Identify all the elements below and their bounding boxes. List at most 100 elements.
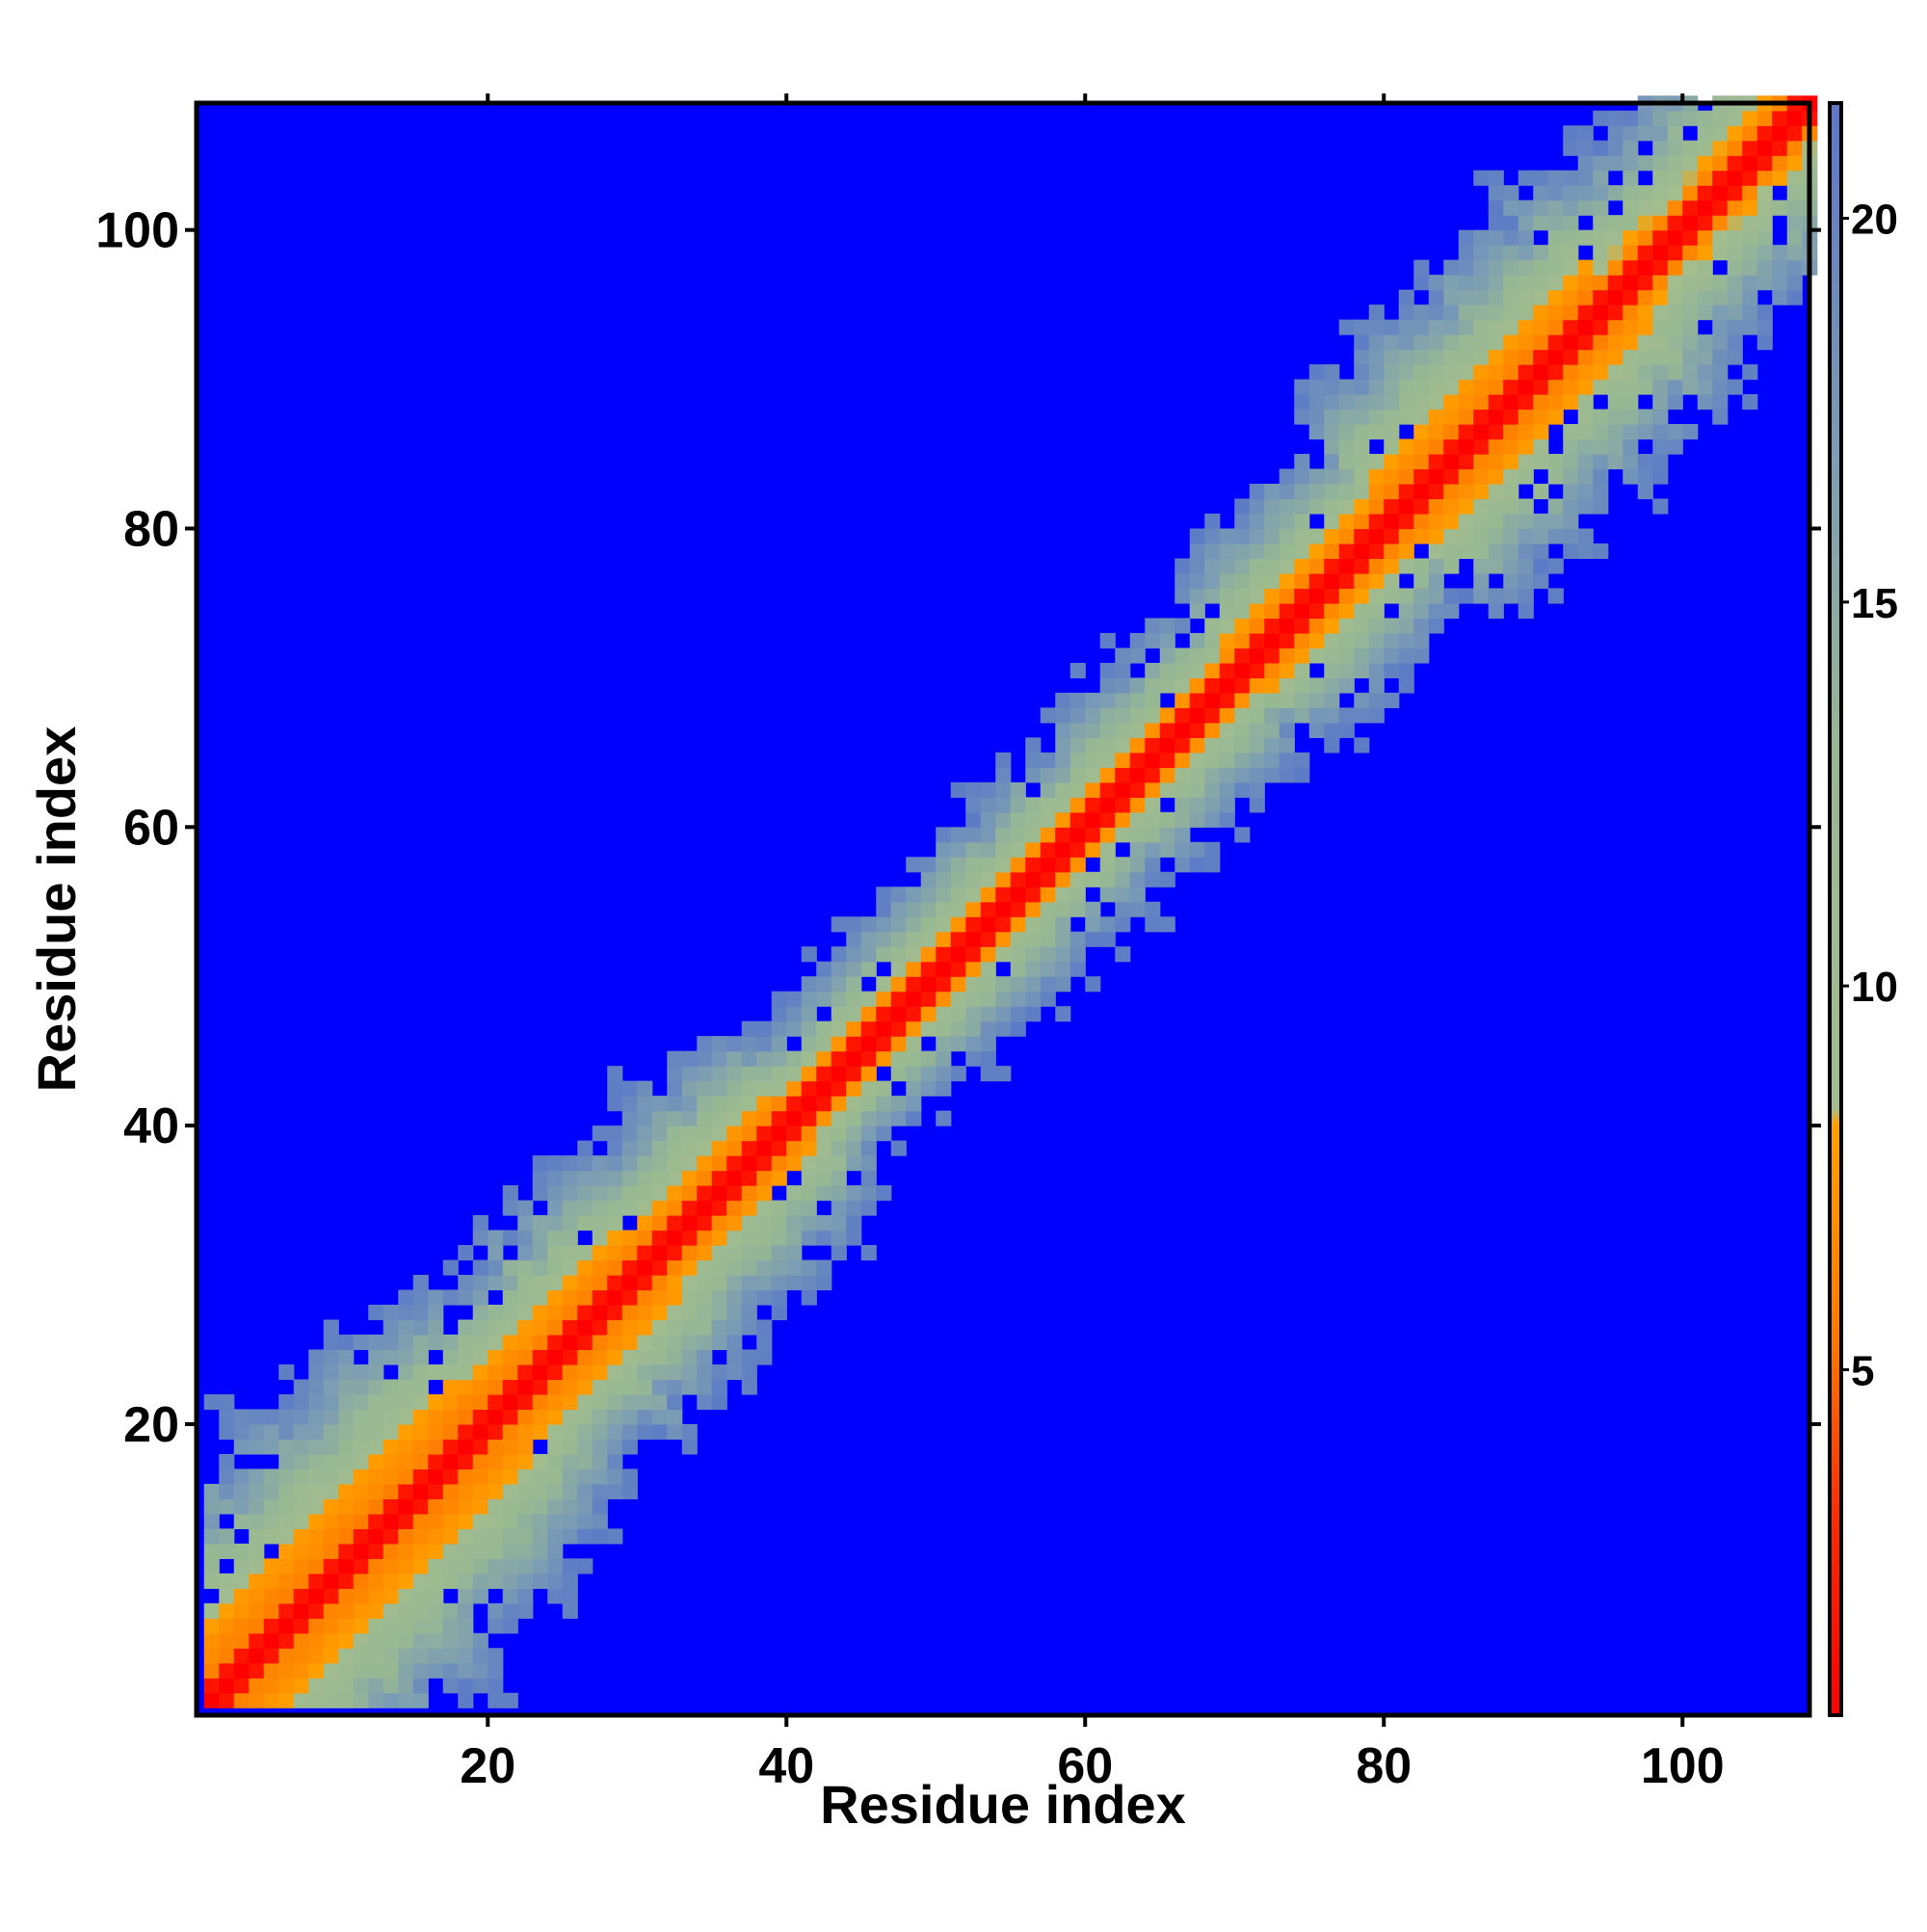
heatmap-cell — [1145, 797, 1161, 813]
heatmap-cell — [936, 1066, 952, 1082]
heatmap-cell — [517, 1319, 534, 1336]
heatmap-cell — [338, 1379, 355, 1395]
heatmap-cell — [1458, 259, 1474, 276]
heatmap-cell — [621, 1319, 638, 1336]
heatmap-cell — [607, 1125, 623, 1142]
heatmap-cell — [1577, 185, 1594, 201]
heatmap-cell — [517, 1439, 534, 1455]
heatmap-cell — [771, 1036, 787, 1052]
heatmap-cell — [562, 1259, 578, 1276]
heatmap-cell — [1697, 229, 1713, 246]
heatmap-cell — [1697, 379, 1713, 395]
heatmap-cell — [308, 1513, 325, 1529]
heatmap-cell — [1115, 797, 1131, 813]
heatmap-cell — [936, 871, 952, 887]
heatmap-cell — [562, 1469, 578, 1485]
heatmap-cell — [1099, 887, 1116, 903]
heatmap-cell — [906, 887, 922, 903]
heatmap-cell — [1623, 379, 1639, 395]
heatmap-cell — [1577, 334, 1594, 351]
heatmap-cell — [1324, 692, 1340, 708]
heatmap-cell — [1398, 304, 1414, 321]
heatmap-cell — [1443, 438, 1460, 455]
heatmap-cell — [278, 1662, 295, 1679]
heatmap-cell — [1115, 677, 1131, 694]
heatmap-cell — [502, 1379, 518, 1395]
heatmap-cell — [1742, 275, 1758, 291]
heatmap-cell — [651, 1170, 668, 1186]
heatmap-cell — [1413, 334, 1430, 351]
heatmap-cell — [517, 1558, 534, 1575]
heatmap-cell — [1697, 289, 1713, 305]
heatmap-cell — [488, 1259, 504, 1276]
heatmap-cell — [577, 1469, 594, 1485]
heatmap-cell — [1623, 454, 1639, 470]
heatmap-cell — [621, 1275, 638, 1291]
heatmap-cell — [547, 1289, 564, 1306]
heatmap-cell — [442, 1409, 459, 1425]
heatmap-cell — [697, 1259, 713, 1276]
heatmap-cell — [1324, 558, 1340, 574]
heatmap-cell — [637, 1289, 653, 1306]
heatmap-cell — [801, 1110, 817, 1126]
heatmap-cell — [428, 1423, 444, 1441]
heatmap-cell — [1667, 334, 1683, 351]
heatmap-cell — [860, 1080, 877, 1097]
heatmap-cell — [711, 1275, 727, 1291]
heatmap-cell — [1667, 259, 1683, 276]
heatmap-cell — [771, 1230, 787, 1246]
heatmap-cell — [1099, 632, 1116, 649]
heatmap-cell — [637, 1409, 653, 1425]
heatmap-cell — [577, 1393, 594, 1411]
heatmap-cell — [667, 1245, 683, 1261]
heatmap-cell — [532, 1543, 548, 1559]
heatmap-cell — [472, 1632, 488, 1649]
heatmap-cell — [906, 1080, 922, 1097]
heatmap-cell — [1428, 572, 1444, 590]
heatmap-cell — [995, 901, 1012, 917]
heatmap-cell — [1607, 334, 1623, 351]
heatmap-cell — [1473, 379, 1490, 395]
heatmap-cell — [1473, 454, 1490, 470]
heatmap-cell — [1384, 662, 1400, 678]
heatmap-cell — [1264, 558, 1280, 574]
heatmap-cell — [577, 1305, 594, 1321]
heatmap-cell — [1264, 618, 1280, 634]
heatmap-cell — [1473, 528, 1490, 544]
heatmap-cell — [816, 1020, 832, 1037]
heatmap-cell — [965, 841, 982, 858]
heatmap-cell — [1488, 289, 1504, 305]
heatmap-cell — [621, 1140, 638, 1156]
heatmap-cell — [786, 1020, 803, 1037]
heatmap-cell — [398, 1379, 414, 1395]
heatmap-cell — [1577, 349, 1594, 365]
heatmap-cell — [726, 1050, 743, 1067]
heatmap-cell — [1428, 454, 1444, 470]
heatmap-cell — [1697, 110, 1713, 126]
heatmap-cell — [1384, 543, 1400, 560]
heatmap-cell — [1338, 618, 1355, 634]
heatmap-cell — [442, 1648, 459, 1664]
heatmap-cell — [1085, 752, 1101, 768]
heatmap-cell — [428, 1334, 444, 1351]
heatmap-cell — [1249, 558, 1265, 574]
heatmap-cell — [965, 931, 982, 947]
heatmap-cell — [1473, 424, 1490, 440]
heatmap-cell — [846, 1020, 862, 1037]
heatmap-cell — [920, 901, 937, 917]
heatmap-cell — [1563, 319, 1579, 335]
heatmap-cell — [816, 976, 832, 992]
heatmap-cell — [1623, 424, 1639, 440]
heatmap-cell — [308, 1528, 325, 1545]
heatmap-cell — [651, 1140, 668, 1156]
heatmap-cell — [1279, 632, 1295, 649]
heatmap-cell — [1727, 155, 1743, 172]
heatmap-cell — [398, 1409, 414, 1425]
heatmap-cell — [1518, 424, 1534, 440]
heatmap-cell — [1652, 215, 1669, 231]
heatmap-cell — [1443, 394, 1460, 410]
heatmap-cell — [442, 1528, 459, 1545]
heatmap-cell — [681, 1230, 698, 1246]
heatmap-cell — [547, 1573, 564, 1589]
heatmap-cell — [368, 1602, 384, 1619]
